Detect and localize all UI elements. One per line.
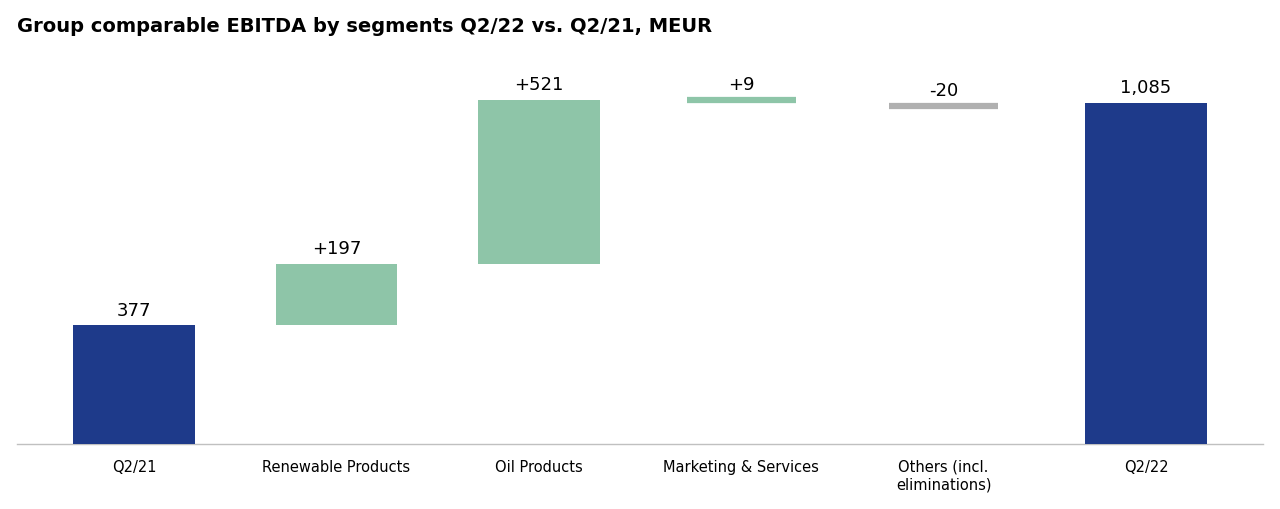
Text: 1,085: 1,085	[1120, 79, 1171, 97]
Bar	[275, 264, 397, 325]
Bar	[73, 325, 195, 444]
Text: +9: +9	[728, 75, 754, 94]
Text: -20: -20	[929, 82, 959, 100]
Text: +197: +197	[312, 240, 361, 258]
Text: 377: 377	[116, 302, 151, 320]
Text: +521: +521	[515, 76, 563, 94]
Bar	[479, 100, 599, 264]
Text: Group comparable EBITDA by segments Q2/22 vs. Q2/21, MEUR: Group comparable EBITDA by segments Q2/2…	[17, 17, 712, 36]
Bar	[1085, 103, 1207, 444]
